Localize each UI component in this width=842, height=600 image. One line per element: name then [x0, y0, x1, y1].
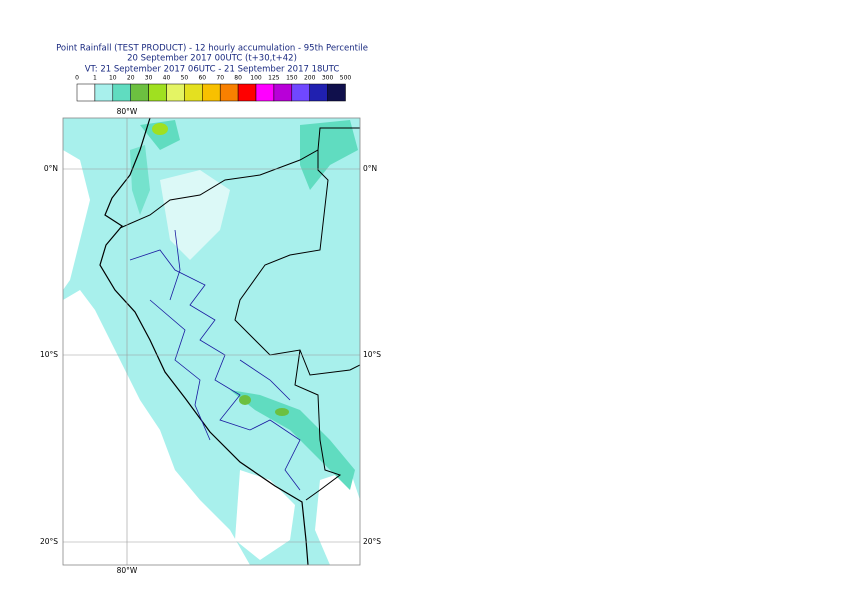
legend-swatch: [130, 83, 149, 102]
legend-swatch: [219, 83, 239, 102]
legend-label: 100: [250, 75, 262, 82]
lat-label: 20°S: [363, 537, 381, 546]
legend-label: 300: [322, 75, 334, 82]
wet-area: [239, 395, 251, 405]
legend-swatch: [237, 83, 257, 102]
legend-swatch: [184, 83, 203, 102]
legend-swatch: [291, 83, 310, 102]
coastline: [99, 118, 309, 565]
legend-swatch: [202, 83, 221, 102]
legend: 0 1 10 20 30 40 50 60 70 80 100 125 150 200 300 500: [75, 75, 351, 102]
legend-label: 125: [268, 75, 280, 82]
region-border: [129, 229, 301, 491]
dry-area: [63, 150, 90, 290]
wet-area: [275, 408, 289, 416]
legend-label: 20: [127, 75, 135, 82]
dry-area: [160, 170, 230, 260]
map-frame: [62, 117, 361, 566]
legend-label: 30: [145, 75, 153, 82]
lat-label: 0°N: [363, 164, 377, 173]
border: [119, 149, 360, 501]
legend-swatch: [327, 83, 346, 102]
legend-swatch: [148, 83, 167, 102]
title-line: Point Rainfall (TEST PRODUCT) - 12 hourl…: [56, 44, 368, 54]
lat-label: 10°S: [363, 350, 381, 359]
border: [317, 127, 360, 151]
map: 80°W 80°W 0°N 10°S 20°S 0°N 10°S 20°S: [40, 107, 381, 575]
lon-label: 80°W: [117, 566, 138, 575]
legend-label: 80: [234, 75, 242, 82]
legend-swatch: [76, 83, 96, 102]
legend-label: 40: [163, 75, 171, 82]
legend-swatch: [255, 83, 275, 102]
legend-label: 0: [75, 75, 79, 82]
lat-label: 20°S: [40, 537, 58, 546]
dry-area: [315, 470, 360, 565]
title-line: VT: 21 September 2017 06UTC - 21 Septemb…: [85, 65, 340, 75]
legend-label: 70: [216, 75, 224, 82]
legend-label: 150: [286, 75, 298, 82]
dry-area: [63, 290, 250, 565]
dry-area: [235, 470, 295, 560]
wet-area: [300, 120, 358, 190]
legend-label: 200: [304, 75, 316, 82]
lat-label: 10°S: [40, 350, 58, 359]
legend-label: 10: [109, 75, 117, 82]
legend-label: 500: [340, 75, 352, 82]
title-line: 20 September 2017 00UTC (t+30,t+42): [127, 54, 297, 64]
legend-swatch: [273, 83, 293, 102]
wet-area: [152, 123, 168, 135]
legend-label: 1: [93, 75, 97, 82]
lon-label: 80°W: [117, 107, 138, 116]
legend-label: 50: [181, 75, 189, 82]
legend-swatch: [112, 83, 131, 102]
lat-label: 0°N: [44, 164, 58, 173]
legend-label: 60: [198, 75, 206, 82]
legend-swatch: [94, 83, 114, 102]
legend-swatch: [309, 83, 328, 102]
legend-swatch: [166, 83, 185, 102]
